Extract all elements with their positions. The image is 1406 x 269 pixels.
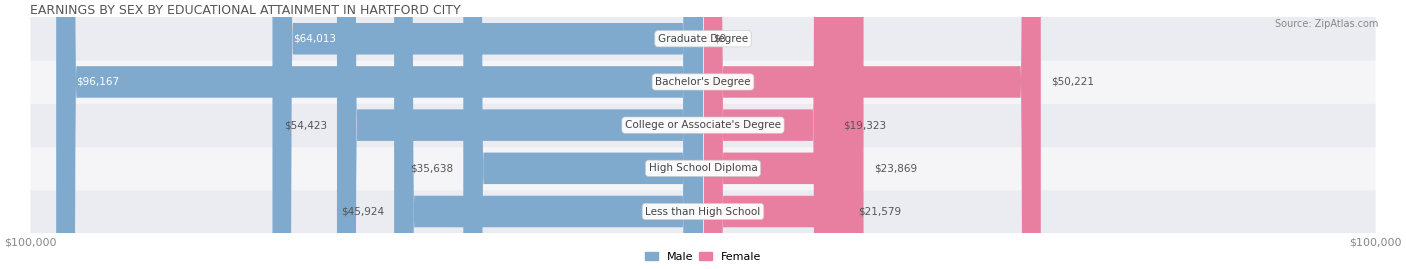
Text: High School Diploma: High School Diploma: [648, 163, 758, 173]
FancyBboxPatch shape: [703, 0, 863, 269]
Legend: Male, Female: Male, Female: [640, 247, 766, 266]
Text: Graduate Degree: Graduate Degree: [658, 34, 748, 44]
FancyBboxPatch shape: [56, 0, 703, 269]
Text: $54,423: $54,423: [284, 120, 326, 130]
Text: $50,221: $50,221: [1050, 77, 1094, 87]
FancyBboxPatch shape: [31, 60, 1375, 104]
FancyBboxPatch shape: [31, 189, 1375, 233]
Text: Source: ZipAtlas.com: Source: ZipAtlas.com: [1274, 19, 1378, 29]
FancyBboxPatch shape: [337, 0, 703, 269]
Text: College or Associate's Degree: College or Associate's Degree: [626, 120, 780, 130]
Text: $64,013: $64,013: [292, 34, 336, 44]
FancyBboxPatch shape: [31, 146, 1375, 190]
FancyBboxPatch shape: [703, 0, 1040, 269]
Text: Less than High School: Less than High School: [645, 207, 761, 217]
Text: EARNINGS BY SEX BY EDUCATIONAL ATTAINMENT IN HARTFORD CITY: EARNINGS BY SEX BY EDUCATIONAL ATTAINMEN…: [31, 4, 461, 17]
Text: $45,924: $45,924: [340, 207, 384, 217]
FancyBboxPatch shape: [703, 0, 832, 269]
Text: $19,323: $19,323: [844, 120, 886, 130]
FancyBboxPatch shape: [273, 0, 703, 269]
FancyBboxPatch shape: [464, 0, 703, 269]
FancyBboxPatch shape: [31, 103, 1375, 147]
FancyBboxPatch shape: [394, 0, 703, 269]
Text: $35,638: $35,638: [411, 163, 453, 173]
Text: $0: $0: [713, 34, 727, 44]
FancyBboxPatch shape: [31, 17, 1375, 61]
FancyBboxPatch shape: [703, 0, 848, 269]
Text: Bachelor's Degree: Bachelor's Degree: [655, 77, 751, 87]
Text: $96,167: $96,167: [76, 77, 120, 87]
Text: $21,579: $21,579: [858, 207, 901, 217]
Text: $23,869: $23,869: [873, 163, 917, 173]
